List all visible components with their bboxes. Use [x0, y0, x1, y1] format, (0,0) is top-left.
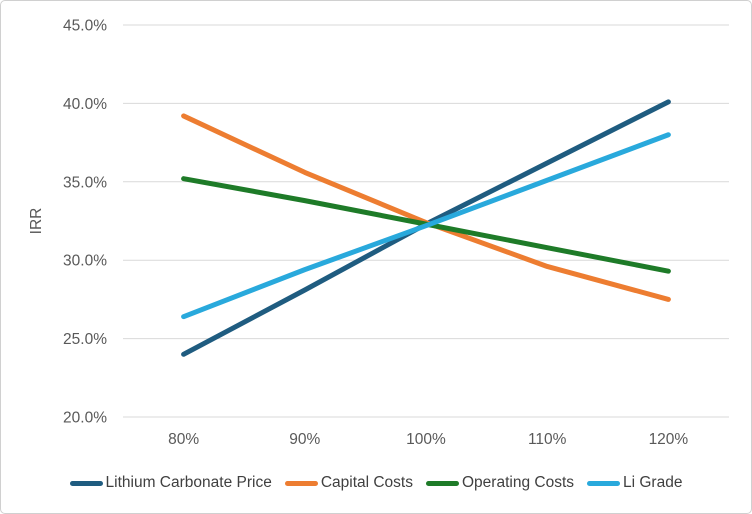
x-tick-label: 80%: [168, 431, 199, 448]
y-tick-label: 30.0%: [63, 253, 107, 270]
x-tick-label: 120%: [649, 431, 689, 448]
legend-item-capital-costs: Capital Costs: [284, 474, 413, 492]
legend-swatch-li-grade: [587, 480, 620, 486]
y-tick-label: 25.0%: [63, 331, 107, 348]
legend-item-li-grade: Li Grade: [587, 474, 682, 492]
legend-label: Operating Costs: [462, 474, 574, 491]
legend-item-lithium-carbonate-price: Lithium Carbonate Price: [69, 474, 272, 492]
x-tick-label: 100%: [406, 431, 446, 448]
legend-label: Li Grade: [623, 474, 683, 491]
y-tick-label: 40.0%: [63, 96, 107, 113]
y-tick-label: 20.0%: [63, 410, 107, 427]
y-tick-label: 35.0%: [63, 174, 107, 191]
legend-swatch-lithium-carbonate-price: [69, 480, 103, 486]
legend-label: Capital Costs: [320, 474, 413, 491]
legend-item-operating-costs: Operating Costs: [426, 474, 574, 492]
legend-swatch-operating-costs: [426, 480, 459, 486]
legend-label: Lithium Carbonate Price: [105, 474, 272, 491]
series-line-li-grade: [181, 132, 671, 320]
y-tick-label: 45.0%: [63, 18, 107, 35]
legend-swatch-capital-costs: [284, 480, 318, 486]
y-axis-title: IRR: [28, 208, 45, 235]
x-tick-label: 90%: [289, 431, 320, 448]
chart-legend: Lithium Carbonate Price Capital Costs Oper…: [1, 470, 751, 496]
x-tick-label: 110%: [528, 431, 567, 448]
series-line-capital-costs: [181, 113, 671, 302]
